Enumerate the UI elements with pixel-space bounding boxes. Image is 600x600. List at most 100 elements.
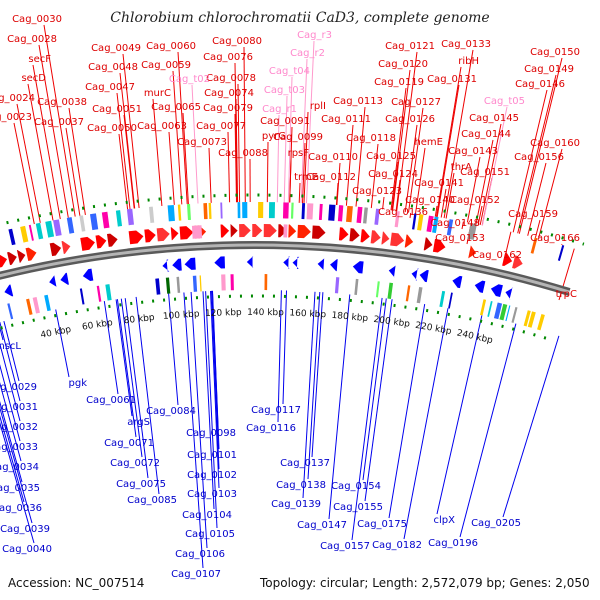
reverse-gene-label-line xyxy=(168,293,179,406)
reverse-gene xyxy=(330,259,338,272)
rna-gene-label: Cag_r3 xyxy=(297,30,332,41)
forward-gene xyxy=(106,233,118,247)
gene-function-block xyxy=(505,305,511,322)
forward-gene-label: Cag_0028 xyxy=(7,34,57,45)
scale-tick-label: 120 kbp xyxy=(205,308,242,319)
forward-gene xyxy=(80,236,95,251)
gene-function-block xyxy=(32,297,40,314)
gene-function-block xyxy=(301,202,306,220)
forward-gene xyxy=(390,232,405,247)
forward-gene-label: Cag_0111 xyxy=(321,114,371,125)
gene-function-block xyxy=(264,274,268,291)
forward-gene-label-line xyxy=(234,113,237,203)
gene-function-block xyxy=(115,210,123,227)
forward-gene xyxy=(144,229,156,243)
forward-gene xyxy=(502,252,513,267)
gene-function-block xyxy=(258,202,264,219)
reverse-gene xyxy=(4,284,14,297)
gene-function-block xyxy=(230,274,234,291)
rna-gene-label: Cag_r1 xyxy=(262,104,297,115)
gene-function-block xyxy=(432,216,439,233)
forward-gene-label-line xyxy=(168,131,175,205)
reverse-gene-label-line xyxy=(135,296,160,495)
forward-gene xyxy=(349,228,360,242)
reverse-gene-label: Cag_0105 xyxy=(185,529,235,540)
gene-function-block xyxy=(53,219,62,237)
forward-gene-label-line xyxy=(395,179,401,211)
gene-function-block xyxy=(375,281,380,298)
forward-gene-label-line xyxy=(235,98,239,203)
reverse-gene-label-line xyxy=(277,290,282,423)
reverse-gene-label-line xyxy=(364,299,393,502)
forward-gene-label: rpsF xyxy=(288,148,310,159)
forward-gene-label: Cag_0049 xyxy=(91,43,141,54)
forward-gene-label: Cag_0076 xyxy=(203,52,253,63)
reverse-gene-label: Cag_0117 xyxy=(251,405,301,416)
rna-gene-label-line xyxy=(287,76,293,203)
gene-function-block xyxy=(480,299,487,316)
forward-gene-label-line xyxy=(243,46,246,203)
reverse-gene-label-line xyxy=(459,323,517,538)
reverse-gene-label-line xyxy=(282,290,287,405)
reverse-gene-label-line xyxy=(211,290,220,470)
reverse-gene-label-line xyxy=(0,400,23,483)
gene-function-block xyxy=(356,206,363,224)
reverse-gene xyxy=(352,261,364,274)
gene-function-block xyxy=(237,202,241,219)
gene-function-block xyxy=(417,214,424,231)
forward-gene-label-line xyxy=(477,205,483,225)
reverse-gene-label-line xyxy=(55,309,70,378)
forward-gene-label: Cag_0078 xyxy=(206,73,256,84)
gene-function-block xyxy=(557,245,565,261)
gene-function-block xyxy=(165,277,171,294)
gene-function-block xyxy=(527,311,536,328)
topology-text: Topology: circular; Length: 2,572,079 bp… xyxy=(260,576,590,590)
forward-gene-label: Cag_0060 xyxy=(146,41,196,52)
forward-gene-label-line xyxy=(43,24,76,217)
gene-function-block xyxy=(499,303,508,321)
reverse-gene xyxy=(60,272,69,285)
forward-gene-label-line xyxy=(392,69,411,211)
gene-function-block xyxy=(28,224,34,241)
gene-function-block xyxy=(282,202,289,219)
rna-gene xyxy=(283,224,288,238)
gene-function-block xyxy=(354,278,359,296)
gene-function-block xyxy=(426,215,434,233)
forward-gene-label-line xyxy=(116,92,131,210)
forward-gene xyxy=(252,224,263,238)
forward-gene-label: Cag_0143 xyxy=(448,146,498,157)
forward-gene-label: Cag_0080 xyxy=(212,36,262,47)
forward-gene-label-line xyxy=(466,156,481,223)
forward-gene-label: Cag_0037 xyxy=(34,117,84,128)
reverse-gene-label-line xyxy=(205,291,218,529)
reverse-gene-label-line xyxy=(115,299,133,417)
gene-function-block xyxy=(328,204,336,221)
forward-gene-label: Cag_0047 xyxy=(85,82,135,93)
forward-gene xyxy=(312,225,326,239)
reverse-gene-label-line xyxy=(302,291,316,499)
forward-gene-label-line xyxy=(336,162,341,206)
reverse-gene-label: Cag_0107 xyxy=(171,569,221,580)
dotted-ring-2 xyxy=(0,294,555,343)
gene-function-block xyxy=(44,294,51,312)
forward-gene-label-line xyxy=(440,188,447,218)
forward-gene-label-line xyxy=(396,51,418,212)
forward-gene-label-line xyxy=(266,141,269,203)
forward-gene xyxy=(278,224,287,238)
forward-gene-label-line xyxy=(404,124,418,213)
reverse-gene xyxy=(162,259,170,272)
reverse-gene-label: Cag_0084 xyxy=(146,406,196,417)
forward-gene-label-line xyxy=(355,106,366,207)
reverse-gene-label-line xyxy=(0,415,25,503)
forward-gene-label-line xyxy=(152,98,163,206)
reverse-gene xyxy=(184,257,196,270)
reverse-gene-label-line xyxy=(116,299,137,438)
gene-function-block xyxy=(208,202,212,219)
forward-gene-label: Cag_0152 xyxy=(450,195,500,206)
forward-gene-label: Cag_0133 xyxy=(441,39,491,50)
forward-gene-label-line xyxy=(38,44,69,218)
forward-gene-label: Cag_0074 xyxy=(204,88,254,99)
forward-gene xyxy=(61,241,71,255)
rna-gene xyxy=(191,225,203,239)
